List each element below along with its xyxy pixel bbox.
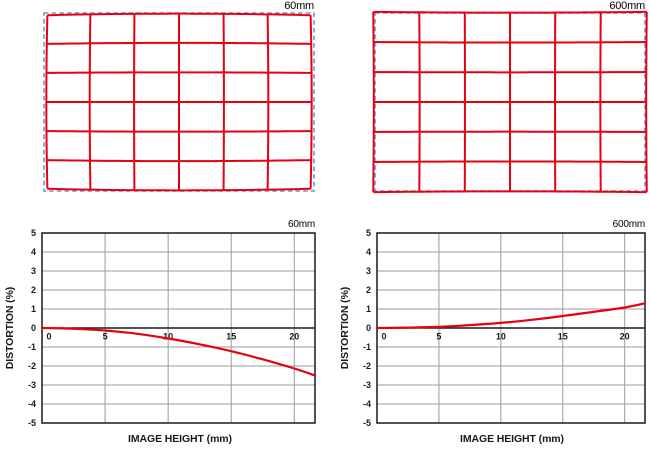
chart-title-60mm: 60mm [288, 219, 315, 230]
grid-line-horizontal [373, 160, 647, 163]
y-tick-label: 2 [31, 285, 36, 295]
grid-line-vertical [372, 11, 375, 193]
x-tick-label: 10 [496, 332, 506, 342]
grid-line-horizontal [47, 12, 311, 17]
y-tick-label: 5 [31, 228, 36, 238]
y-tick-label: 4 [366, 247, 371, 257]
y-tick-label: 1 [31, 304, 36, 314]
distortion-curve [40, 326, 317, 377]
grid-title-600mm: 600mm [609, 0, 645, 12]
grid-line-horizontal [46, 130, 312, 133]
y-tick-label: 0 [31, 323, 36, 333]
x-tick-label: 20 [620, 332, 630, 342]
y-tick-label: -3 [363, 380, 371, 390]
y-tick-label: -4 [28, 399, 36, 409]
y-tick-label: -2 [28, 361, 36, 371]
y-tick-label: 5 [366, 228, 371, 238]
distortion-grid-60mm [43, 12, 315, 192]
x-tick-label: 20 [289, 332, 299, 342]
grid-line-vertical [645, 11, 648, 193]
y-tick-label: 0 [366, 323, 371, 333]
grid-line-vertical [45, 15, 49, 189]
y-axis-label-60mm: DISTORTION (%) [4, 286, 16, 370]
y-tick-label: 2 [366, 285, 371, 295]
x-tick-label: 5 [436, 332, 441, 342]
y-tick-label: -1 [363, 342, 371, 352]
y-tick-label: 4 [31, 247, 36, 257]
y-tick-label: 3 [366, 266, 371, 276]
grid-line-horizontal [46, 159, 312, 163]
grid-line-horizontal [373, 41, 647, 44]
distortion-curve [375, 302, 647, 330]
grid-line-horizontal [373, 10, 647, 14]
x-axis-label-60mm: IMAGE HEIGHT (mm) [128, 433, 232, 445]
x-tick-label: 15 [226, 332, 236, 342]
y-tick-label: -5 [363, 418, 371, 428]
y-tick-label: -4 [363, 399, 371, 409]
grid-line-horizontal [373, 190, 647, 194]
grid-line-horizontal [46, 71, 312, 74]
y-axis-label-600mm: DISTORTION (%) [339, 286, 351, 370]
grid-line-horizontal [46, 41, 312, 45]
x-tick-label: 5 [103, 332, 108, 342]
y-tick-label: -2 [363, 361, 371, 371]
y-tick-label: 3 [31, 266, 36, 276]
y-tick-label: 1 [366, 304, 371, 314]
y-tick-label: -5 [28, 418, 36, 428]
x-axis-label-600mm: IMAGE HEIGHT (mm) [460, 433, 564, 445]
x-tick-label: 10 [163, 332, 173, 342]
chart-title-600mm: 600mm [612, 219, 646, 230]
x-tick-label: 0 [46, 332, 51, 342]
x-tick-label: 15 [558, 332, 568, 342]
grid-title-60mm: 60mm [284, 0, 314, 12]
grid-line-horizontal [47, 187, 311, 192]
x-tick-label: 0 [381, 332, 386, 342]
y-tick-label: -3 [28, 380, 36, 390]
distortion-grid-600mm [372, 10, 648, 194]
y-tick-label: -1 [28, 342, 36, 352]
